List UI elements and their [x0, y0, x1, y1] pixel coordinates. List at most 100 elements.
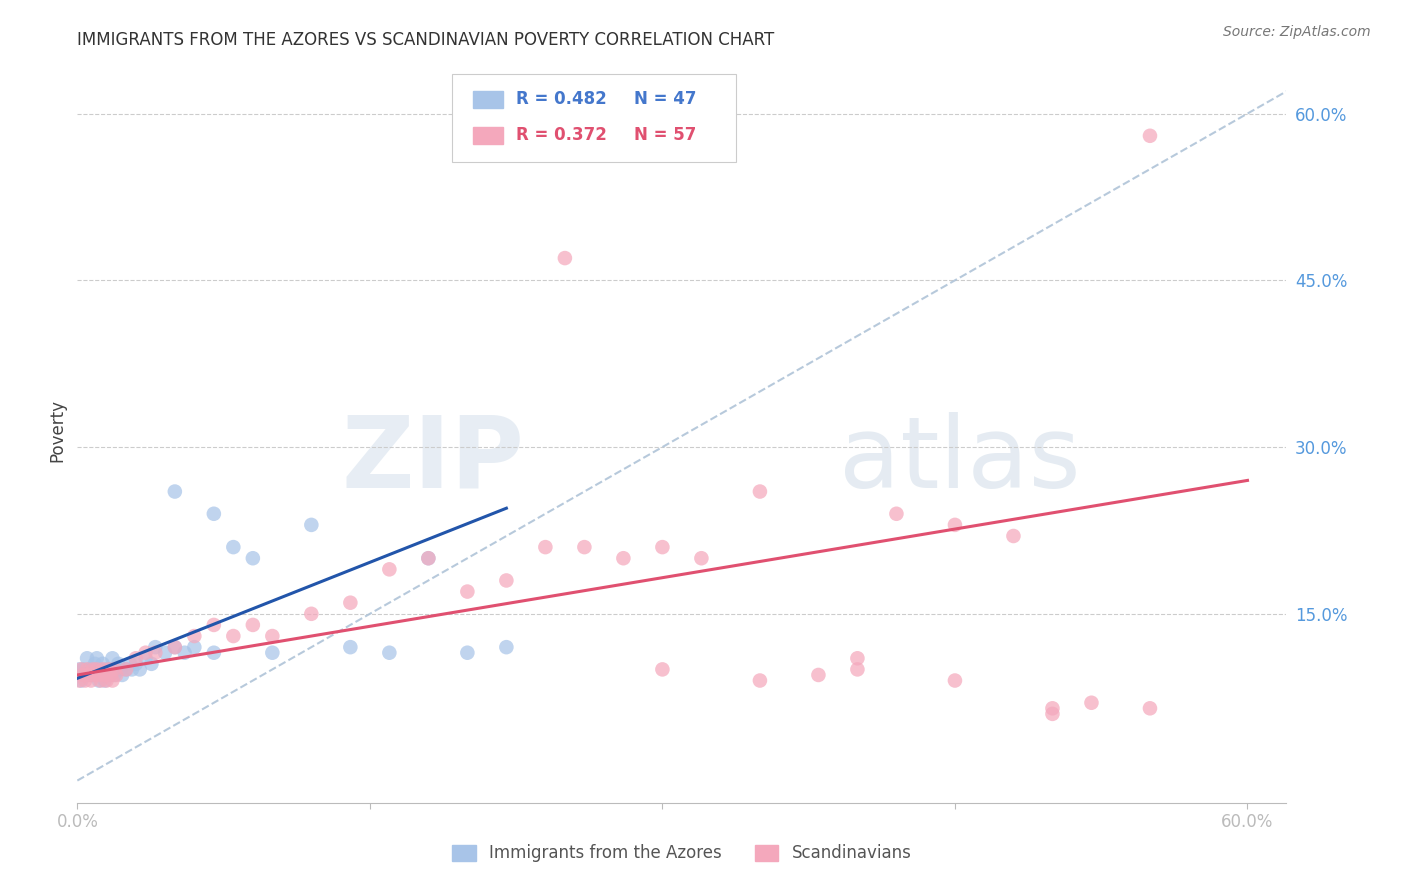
Point [101, 673, 124, 688]
Point [163, 640, 186, 655]
Point [222, 540, 245, 554]
Legend: Immigrants from the Azores, Scandinavians: Immigrants from the Azores, Scandinavian… [446, 838, 918, 869]
Point [1002, 529, 1025, 543]
Point [886, 507, 908, 521]
Point [76, 662, 98, 676]
Point [1042, 701, 1064, 715]
Point [83, 668, 105, 682]
Point [83, 657, 105, 671]
Point [91, 657, 114, 671]
Point [125, 657, 148, 671]
Point [1139, 701, 1161, 715]
Point [495, 574, 517, 588]
Point [86, 651, 108, 665]
Point [378, 562, 401, 576]
Point [807, 668, 830, 682]
Point [222, 629, 245, 643]
Point [163, 640, 186, 655]
Point [574, 540, 596, 554]
Point [67, 673, 90, 688]
Point [70, 662, 93, 676]
Point [75, 668, 97, 682]
Point [202, 618, 225, 632]
Point [163, 484, 186, 499]
Point [456, 646, 478, 660]
Point [456, 584, 478, 599]
Point [70, 673, 93, 688]
Point [943, 673, 966, 688]
Point [534, 540, 557, 554]
Point [418, 551, 440, 566]
Point [115, 662, 138, 676]
Point [101, 651, 124, 665]
Y-axis label: Poverty: Poverty [48, 399, 66, 462]
Point [748, 484, 770, 499]
Point [115, 662, 138, 676]
Point [110, 662, 132, 676]
Text: atlas: atlas [839, 412, 1081, 508]
Point [91, 662, 114, 676]
Point [125, 651, 148, 665]
Point [495, 640, 517, 655]
Point [96, 662, 118, 676]
Point [93, 673, 115, 688]
Point [72, 668, 94, 682]
Text: IMMIGRANTS FROM THE AZORES VS SCANDINAVIAN POVERTY CORRELATION CHART: IMMIGRANTS FROM THE AZORES VS SCANDINAVI… [77, 31, 775, 49]
Point [103, 662, 125, 676]
Point [339, 640, 361, 655]
Point [100, 668, 122, 682]
Point [339, 596, 361, 610]
Point [1080, 696, 1102, 710]
Point [846, 651, 869, 665]
Point [651, 540, 673, 554]
FancyBboxPatch shape [453, 74, 737, 162]
Text: R = 0.372: R = 0.372 [516, 126, 607, 144]
Point [554, 251, 576, 265]
Point [97, 662, 120, 676]
Point [143, 640, 166, 655]
Point [75, 673, 97, 688]
Point [80, 668, 103, 682]
Point [1042, 706, 1064, 721]
Point [93, 668, 115, 682]
Point [128, 662, 150, 676]
Point [143, 646, 166, 660]
Point [90, 673, 112, 688]
Point [87, 668, 110, 682]
Text: N = 47: N = 47 [634, 90, 696, 108]
Point [105, 662, 128, 676]
Point [121, 662, 143, 676]
Point [299, 517, 322, 532]
Point [86, 662, 108, 676]
Point [690, 551, 713, 566]
Point [135, 646, 157, 660]
Point [87, 673, 110, 688]
Point [153, 646, 176, 660]
Point [80, 673, 103, 688]
Point [1139, 128, 1161, 143]
Point [846, 662, 869, 676]
Point [262, 629, 284, 643]
Text: Source: ZipAtlas.com: Source: ZipAtlas.com [1223, 25, 1371, 39]
Point [943, 517, 966, 532]
Point [77, 662, 100, 676]
Point [90, 662, 112, 676]
Point [96, 673, 118, 688]
Point [141, 657, 163, 671]
Point [103, 668, 125, 682]
Point [418, 551, 440, 566]
Point [202, 507, 225, 521]
Bar [472, 91, 503, 108]
Point [76, 651, 98, 665]
Point [105, 668, 128, 682]
Point [135, 651, 157, 665]
Point [242, 551, 264, 566]
Bar [472, 127, 503, 144]
Point [82, 662, 104, 676]
Text: ZIP: ZIP [342, 412, 524, 508]
Text: N = 57: N = 57 [634, 126, 696, 144]
Point [183, 629, 205, 643]
Point [72, 662, 94, 676]
Point [378, 646, 401, 660]
Point [262, 646, 284, 660]
